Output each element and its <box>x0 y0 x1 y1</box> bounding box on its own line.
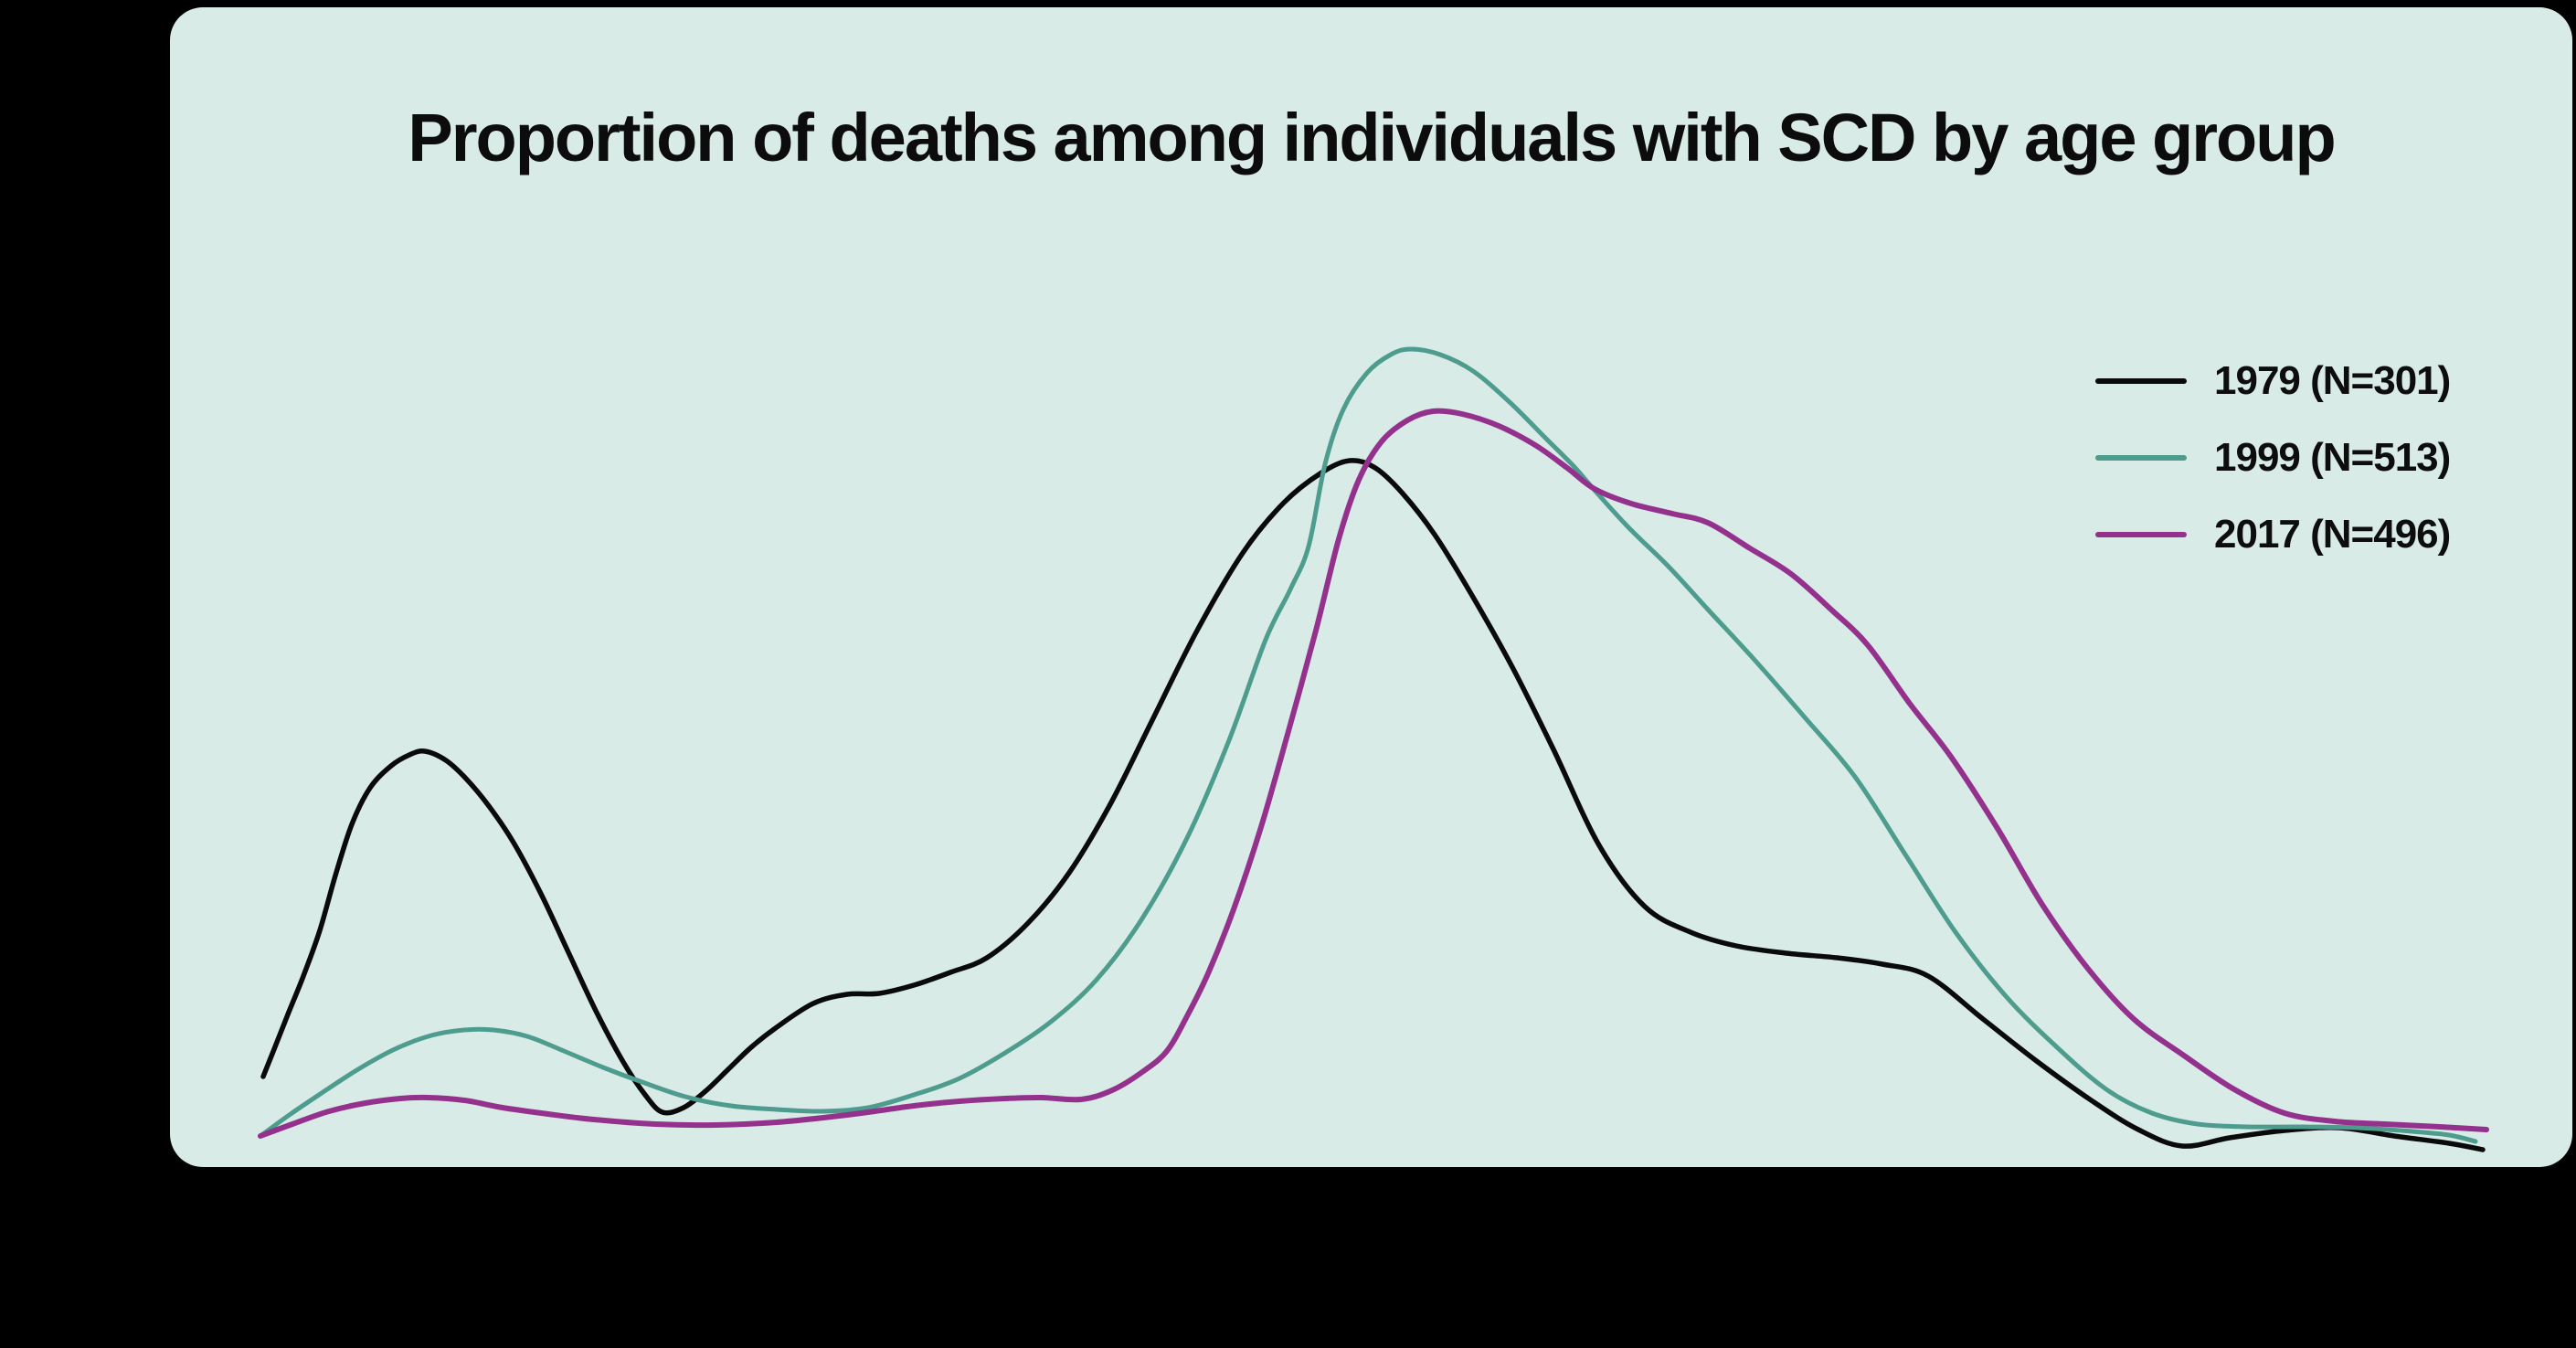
series-line-1979 <box>260 458 2486 1152</box>
legend: 1979 (N=301) 1999 (N=513) 2017 (N=496) <box>2095 356 2451 560</box>
series-line-2017 <box>258 408 2489 1139</box>
legend-line-swatch-1979 <box>2095 378 2187 384</box>
chart-title: Proportion of deaths among individuals w… <box>408 100 2336 175</box>
series-line-1999 <box>258 346 2478 1144</box>
legend-line-swatch-2017 <box>2095 532 2187 537</box>
legend-item-2017: 2017 (N=496) <box>2095 509 2451 560</box>
legend-line-swatch-1999 <box>2095 455 2187 461</box>
legend-label-1999: 1999 (N=513) <box>2214 435 2451 480</box>
legend-label-2017: 2017 (N=496) <box>2214 512 2451 557</box>
legend-label-1979: 1979 (N=301) <box>2214 358 2451 403</box>
legend-item-1999: 1999 (N=513) <box>2095 432 2451 483</box>
chart-panel <box>170 7 2572 1167</box>
legend-item-1979: 1979 (N=301) <box>2095 356 2451 407</box>
